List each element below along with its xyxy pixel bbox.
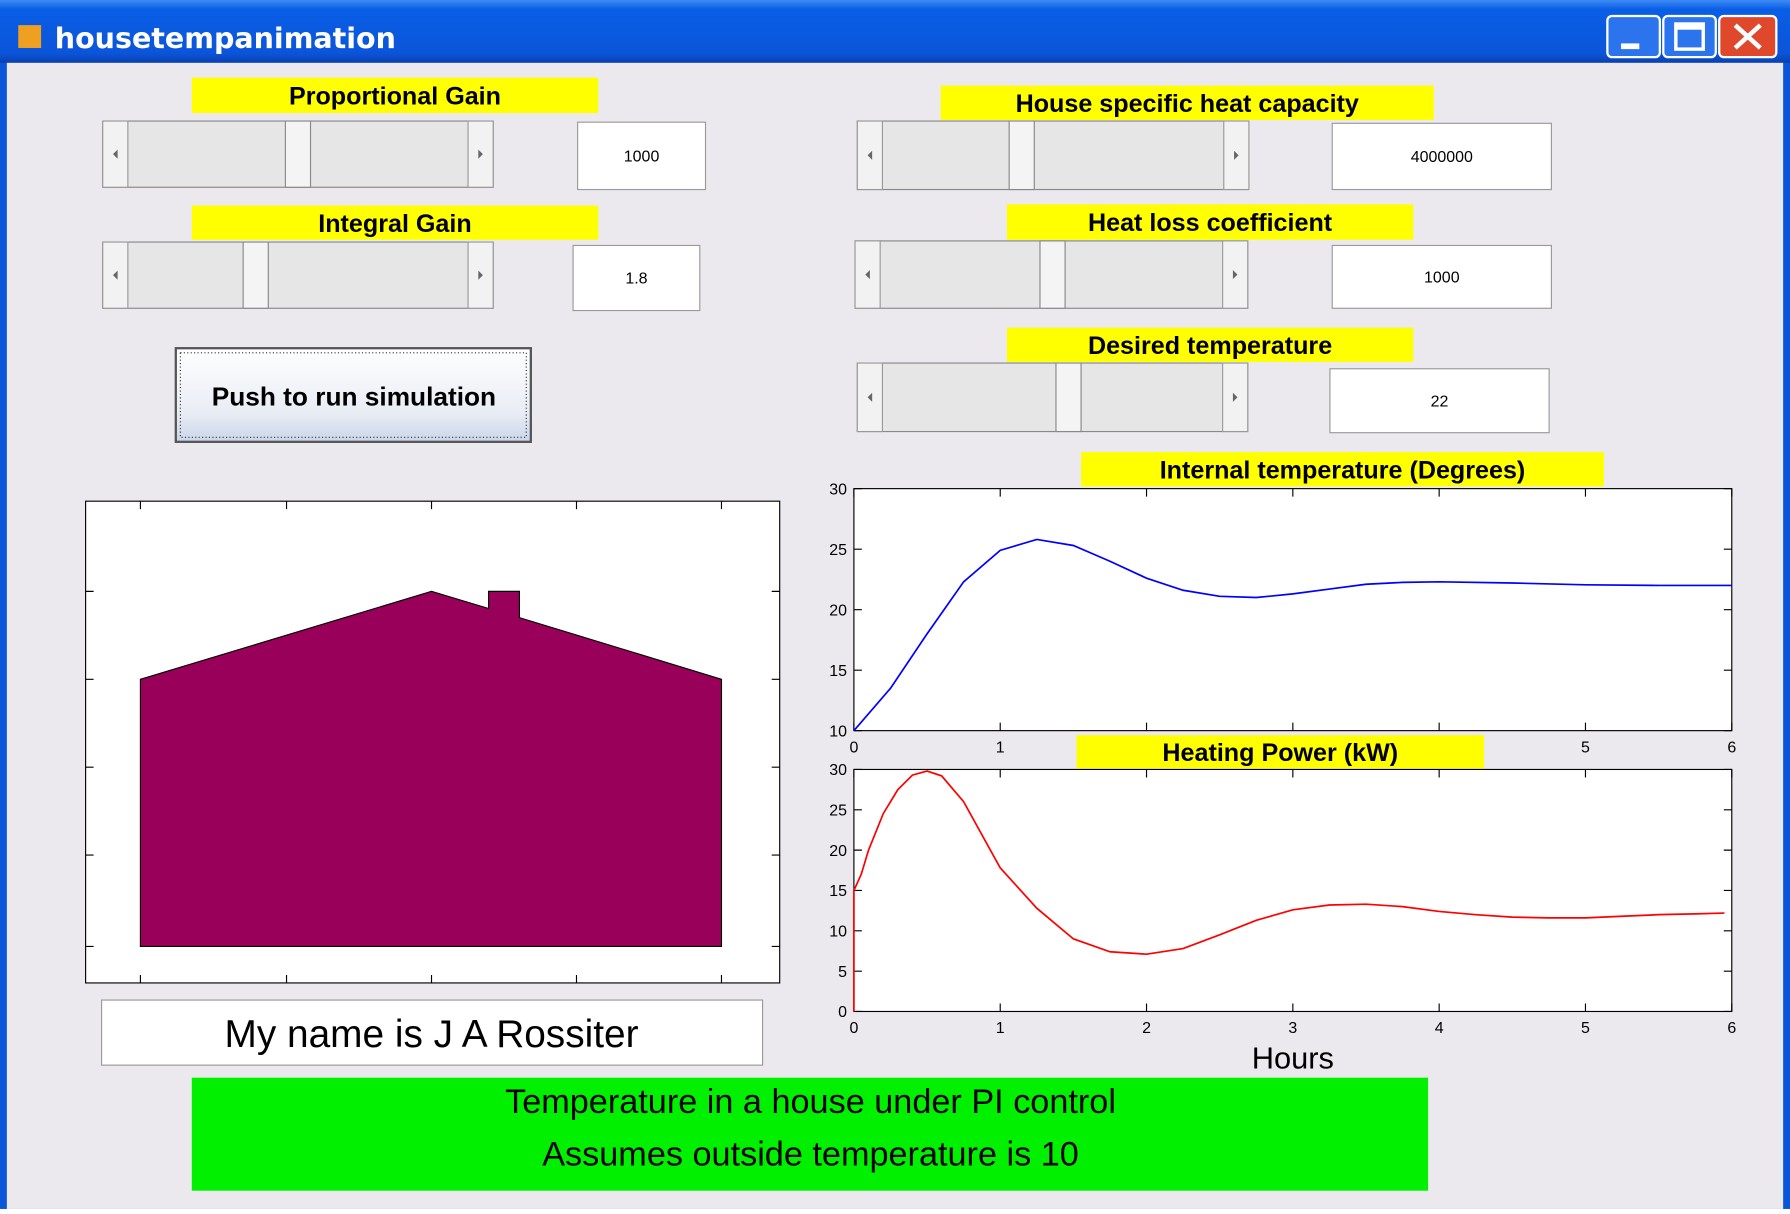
control-label: Integral Gain [318, 210, 471, 238]
slider-thumb [1056, 363, 1081, 431]
y-tick-label: 5 [838, 964, 847, 981]
info-line: Temperature in a house under PI control [505, 1083, 1116, 1121]
slider[interactable] [857, 121, 1249, 189]
x-tick-label: 2 [1142, 1020, 1151, 1037]
button-label: Push to run simulation [212, 381, 496, 411]
y-tick-label: 30 [829, 762, 847, 779]
slider[interactable] [103, 242, 493, 308]
y-tick-label: 0 [838, 1004, 847, 1021]
edit-value: 4000000 [1411, 149, 1473, 166]
maximize-button[interactable] [1663, 16, 1716, 57]
control-label: Proportional Gain [289, 82, 501, 110]
slider[interactable] [857, 363, 1247, 431]
y-tick-label: 25 [829, 542, 847, 559]
x-tick-label: 6 [1727, 739, 1736, 756]
edit-value: 22 [1431, 393, 1449, 410]
slider-thumb [1009, 121, 1034, 189]
plot-area [854, 769, 1732, 1011]
plot-title: Internal temperature (Degrees) [1160, 456, 1526, 484]
y-tick-label: 10 [829, 924, 847, 941]
x-tick-label: 1 [996, 1020, 1005, 1037]
y-tick-label: 25 [829, 803, 847, 820]
slider-track [103, 242, 493, 308]
window-title: housetempanimation [55, 22, 396, 55]
close-button[interactable] [1719, 16, 1776, 57]
x-axis-label: Hours [1252, 1041, 1334, 1076]
y-tick-label: 15 [829, 883, 847, 900]
slider-track [857, 121, 1249, 189]
slider-thumb [243, 242, 268, 308]
y-tick-label: 15 [829, 663, 847, 680]
y-tick-label: 20 [829, 602, 847, 619]
slider-thumb [1040, 241, 1065, 308]
slider[interactable] [855, 241, 1248, 308]
control-label: House specific heat capacity [1016, 90, 1359, 118]
minimize-button[interactable] [1607, 16, 1660, 57]
plot-title: Heating Power (kW) [1162, 739, 1398, 767]
run-button[interactable]: Push to run simulation [176, 348, 531, 442]
x-tick-label: 4 [1435, 1020, 1444, 1037]
x-tick-label: 5 [1581, 1020, 1590, 1037]
x-tick-label: 5 [1581, 739, 1590, 756]
y-tick-label: 20 [829, 843, 847, 860]
slider[interactable] [103, 121, 493, 187]
page: { "window": {"title": "housetempanimatio… [0, 0, 1790, 1209]
x-tick-label: 1 [996, 739, 1005, 756]
window: housetempanimation Push to run simulatio… [0, 0, 1790, 1209]
y-tick-label: 10 [829, 723, 847, 740]
x-tick-label: 6 [1727, 1020, 1736, 1037]
x-tick-label: 0 [849, 1020, 858, 1037]
control-label: Desired temperature [1088, 332, 1332, 360]
edit-value: 1000 [1424, 270, 1460, 287]
x-tick-label: 0 [849, 739, 858, 756]
x-tick-label: 3 [1288, 1020, 1297, 1037]
info-line: Assumes outside temperature is 10 [542, 1136, 1079, 1174]
control-label: Heat loss coefficient [1088, 209, 1333, 237]
slider-track [857, 363, 1247, 431]
name-text: My name is J A Rossiter [225, 1013, 639, 1056]
y-tick-label: 30 [829, 481, 847, 498]
plot-area [854, 489, 1732, 731]
app-icon [18, 25, 41, 48]
edit-value: 1.8 [625, 271, 647, 288]
slider-thumb [285, 121, 310, 187]
edit-value: 1000 [624, 149, 660, 166]
